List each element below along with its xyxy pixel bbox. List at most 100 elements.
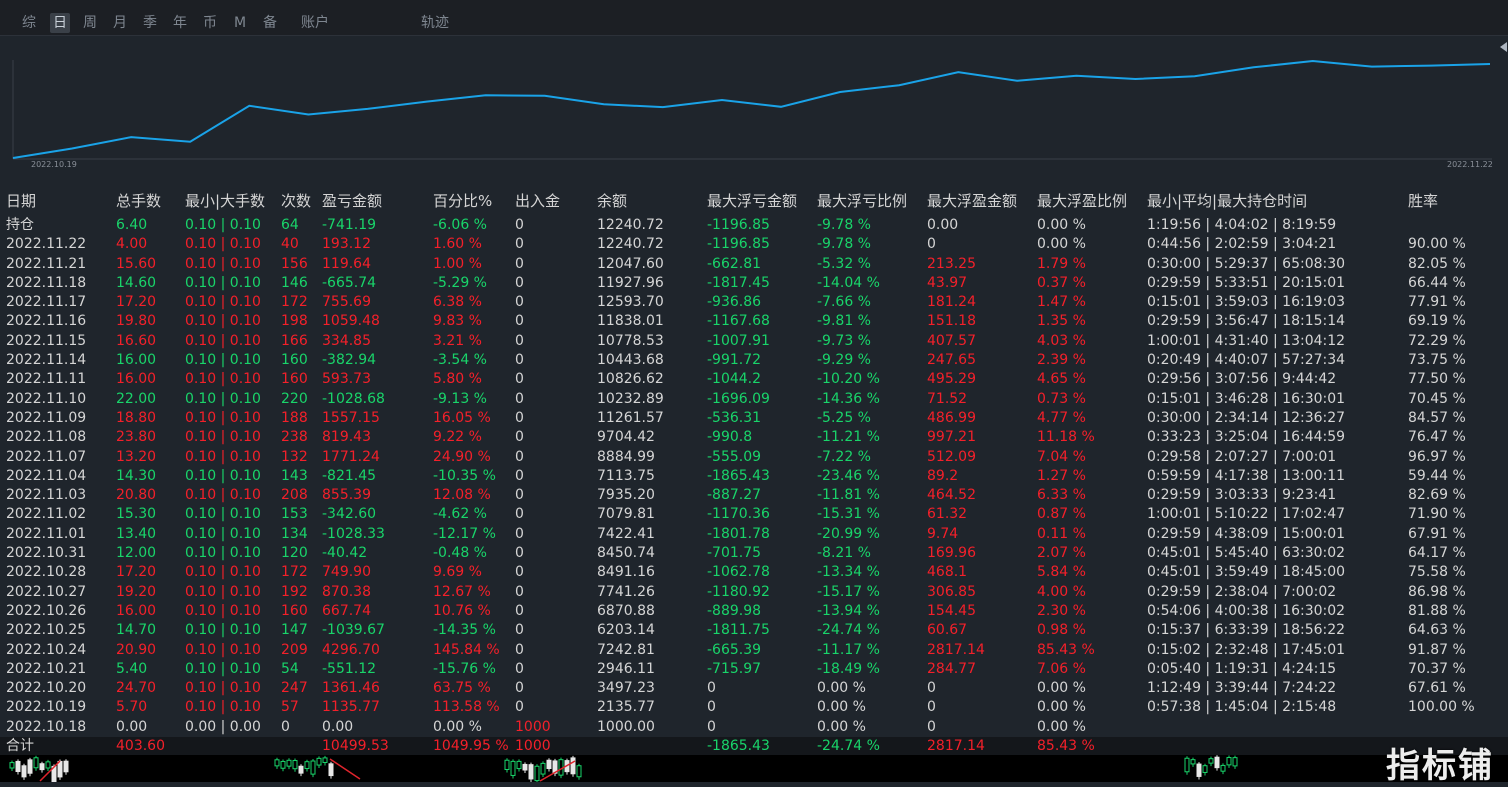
- table-row[interactable]: 2022.10.28 17.20 0.10 | 0.10 172 749.90 9.69 …: [0, 563, 1508, 582]
- candle: [33, 755, 39, 771]
- table-row[interactable]: 2022.11.04 14.30 0.10 | 0.10 143 -821.45 -10.…: [0, 467, 1508, 486]
- table-cell: -1062.78: [707, 564, 770, 581]
- table-cell: 4.00 %: [1037, 583, 1086, 600]
- table-row[interactable]: 2022.11.08 23.80 0.10 | 0.10 238 819.43 9.22 …: [0, 428, 1508, 447]
- table-row[interactable]: 2022.10.18 0.00 0.00 | 0.00 0 0.00 0.00 % 1000…: [0, 718, 1508, 737]
- tab-1[interactable]: 日: [50, 13, 70, 33]
- column-header[interactable]: 最大浮亏金额: [707, 192, 798, 210]
- table-cell: 0: [927, 699, 936, 716]
- tab-9[interactable]: 账户: [301, 15, 329, 31]
- table-cell: 160: [281, 602, 308, 619]
- tab-7[interactable]: M: [233, 15, 247, 31]
- table-row[interactable]: 2022.11.22 4.00 0.10 | 0.10 40 193.12 1.60 % 0…: [0, 235, 1508, 254]
- table-cell: 495.29: [927, 371, 976, 388]
- table-cell: -551.12: [322, 660, 377, 677]
- table-cell: 160: [281, 371, 308, 388]
- column-header[interactable]: 胜率: [1408, 192, 1439, 210]
- table-row[interactable]: 2022.11.03 20.80 0.10 | 0.10 208 855.39 12.08…: [0, 486, 1508, 505]
- table-cell: 1.79 %: [1037, 255, 1086, 272]
- column-header[interactable]: 最大浮盈金额: [927, 192, 1018, 210]
- table-row[interactable]: 持仓 6.40 0.10 | 0.10 64 -741.19 -6.06 % 0 12240.…: [0, 216, 1508, 235]
- tab-10[interactable]: 轨迹: [421, 15, 449, 31]
- table-row[interactable]: 2022.10.24 20.90 0.10 | 0.10 209 4296.70 145.…: [0, 641, 1508, 660]
- table-row[interactable]: 2022.11.16 19.80 0.10 | 0.10 198 1059.48 9.83…: [0, 312, 1508, 331]
- table-cell: 0:15:01 | 3:46:28 | 16:30:01: [1147, 390, 1346, 407]
- table-cell: -24.74 %: [817, 622, 880, 639]
- table-row[interactable]: 2022.11.01 13.40 0.10 | 0.10 134 -1028.33 -12…: [0, 525, 1508, 544]
- table-cell: 11927.96: [597, 274, 664, 291]
- candle: [310, 759, 316, 778]
- table-cell: 0.00 %: [433, 718, 482, 735]
- table-row[interactable]: 2022.11.15 16.60 0.10 | 0.10 166 334.85 3.21 …: [0, 332, 1508, 351]
- column-header[interactable]: 总手数: [116, 192, 162, 210]
- collapse-arrow-icon[interactable]: [1500, 42, 1507, 52]
- tab-8[interactable]: 备: [263, 15, 277, 31]
- table-row[interactable]: 2022.10.27 19.20 0.10 | 0.10 192 870.38 12.67…: [0, 583, 1508, 602]
- table-cell: 0: [927, 680, 936, 697]
- table-row[interactable]: 2022.10.25 14.70 0.10 | 0.10 147 -1039.67 -14…: [0, 621, 1508, 640]
- table-row[interactable]: 2022.11.21 15.60 0.10 | 0.10 156 119.64 1.00 …: [0, 255, 1508, 274]
- tab-6[interactable]: 币: [203, 15, 217, 31]
- table-cell: 70.45 %: [1408, 390, 1466, 407]
- table-row[interactable]: 2022.10.31 12.00 0.10 | 0.10 120 -40.42 -0.48…: [0, 544, 1508, 563]
- table-cell: 819.43: [322, 429, 371, 446]
- table-cell: -9.29 %: [817, 352, 871, 369]
- tab-5[interactable]: 年: [173, 15, 187, 31]
- table-cell: 0: [515, 602, 524, 619]
- column-header[interactable]: 最大浮亏比例: [817, 192, 908, 210]
- table-row[interactable]: 2022.11.10 22.00 0.10 | 0.10 220 -1028.68 -9.…: [0, 390, 1508, 409]
- table-row[interactable]: 2022.11.11 16.00 0.10 | 0.10 160 593.73 5.80 …: [0, 370, 1508, 389]
- table-cell: 0: [927, 718, 936, 735]
- table-cell: 1.27 %: [1037, 467, 1086, 484]
- table-cell: 2022.11.01: [6, 525, 87, 542]
- table-cell: 169.96: [927, 545, 976, 562]
- table-cell: 220: [281, 390, 308, 407]
- table-cell: 172: [281, 564, 308, 581]
- table-row[interactable]: 2022.11.14 16.00 0.10 | 0.10 160 -382.94 -3.5…: [0, 351, 1508, 370]
- table-cell: 3.21 %: [433, 332, 482, 349]
- table-row[interactable]: 2022.10.26 16.00 0.10 | 0.10 160 667.74 10.76…: [0, 602, 1508, 621]
- table-cell: 15.30: [116, 506, 157, 523]
- table-row[interactable]: 2022.11.07 13.20 0.10 | 0.10 132 1771.24 24.9…: [0, 448, 1508, 467]
- table-cell: 60.67: [927, 622, 968, 639]
- total-cell: -24.74 %: [817, 738, 880, 755]
- table-row[interactable]: 2022.11.17 17.20 0.10 | 0.10 172 755.69 6.38 …: [0, 293, 1508, 312]
- table-cell: -1028.33: [322, 525, 385, 542]
- table-row[interactable]: 2022.10.19 5.70 0.10 | 0.10 57 1135.77 113.58…: [0, 698, 1508, 717]
- tab-3[interactable]: 月: [113, 15, 127, 31]
- table-cell: 5.84 %: [1037, 564, 1086, 581]
- candle: [510, 759, 516, 779]
- column-header[interactable]: 出入金: [515, 192, 561, 210]
- tab-2[interactable]: 周: [83, 15, 97, 31]
- table-cell: -1817.45: [707, 274, 770, 291]
- column-header[interactable]: 最小|平均|最大持仓时间: [1147, 192, 1308, 210]
- candle: [1208, 756, 1214, 767]
- candle: [316, 756, 322, 769]
- table-cell: -990.8: [707, 429, 753, 446]
- table-row[interactable]: 2022.11.02 15.30 0.10 | 0.10 153 -342.60 -4.6…: [0, 505, 1508, 524]
- column-header[interactable]: 余额: [597, 192, 628, 210]
- table-cell: -7.66 %: [817, 294, 871, 311]
- watermark-logo: 指标铺: [1386, 746, 1494, 786]
- column-header[interactable]: 最小|大手数: [185, 192, 266, 210]
- column-header[interactable]: 最大浮盈比例: [1037, 192, 1128, 210]
- table-cell: 0: [515, 467, 524, 484]
- table-row[interactable]: 2022.10.21 5.40 0.10 | 0.10 54 -551.12 -15.76…: [0, 660, 1508, 679]
- price-chart-strip: [0, 755, 1508, 786]
- equity-curve-chart: [12, 59, 1492, 160]
- column-header[interactable]: 日期: [6, 192, 37, 210]
- table-cell: -991.72: [707, 352, 762, 369]
- table-cell: 23.80: [116, 429, 157, 446]
- table-cell: 2022.11.07: [6, 448, 87, 465]
- table-cell: 24.70: [116, 680, 157, 697]
- column-header[interactable]: 百分比%: [433, 192, 493, 210]
- column-header[interactable]: 次数: [281, 192, 312, 210]
- table-cell: -382.94: [322, 352, 377, 369]
- tab-4[interactable]: 季: [143, 15, 157, 31]
- column-header[interactable]: 盈亏金额: [322, 192, 383, 210]
- table-cell: -936.86: [707, 294, 762, 311]
- table-row[interactable]: 2022.11.09 18.80 0.10 | 0.10 188 1557.15 16.0…: [0, 409, 1508, 428]
- table-row[interactable]: 2022.11.18 14.60 0.10 | 0.10 146 -665.74 -5.2…: [0, 274, 1508, 293]
- table-row[interactable]: 2022.10.20 24.70 0.10 | 0.10 247 1361.46 63.7…: [0, 679, 1508, 698]
- tab-0[interactable]: 综: [22, 15, 36, 31]
